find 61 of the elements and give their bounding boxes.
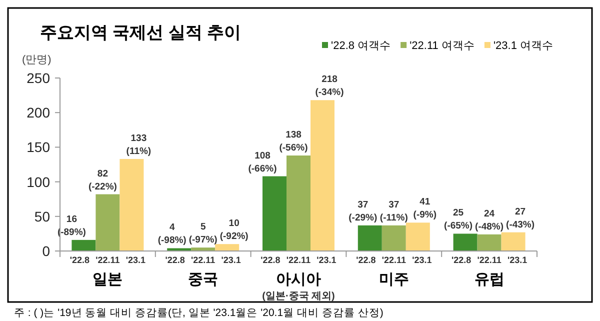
legend-label: '22.11 여객수 [410,40,474,52]
bar [96,194,120,251]
data-label: 41 (-9%) [413,196,437,221]
text: '23.1 [412,255,432,265]
legend-label: '22.8 여객수 [331,40,391,52]
data-label: 5 (-97%) [188,222,218,246]
text: '23.1 [316,255,336,265]
bar [262,176,286,251]
text: '23.1 [126,255,146,265]
text: '22.11 [191,255,216,265]
bar [477,234,502,251]
bar [286,156,310,251]
data-label: 25 (-65%) [444,208,473,232]
x-tick-label: 미주 [378,271,409,288]
chart-title: 주요지역 국제선 실적 추이 [40,23,242,42]
data-label: 16 (-89%) [57,214,86,238]
data-label: 218 (-34%) [315,74,344,98]
data-label: 27 (-43%) [506,206,535,230]
data-label: 24 (-48%) [475,208,504,232]
text: '22.8 [70,255,90,265]
x-tick-label: 유럽 [474,271,504,288]
text: 주 : ( )는 '19년 동월 대비 증감률(단, 일본 '23.1월은 '20.1월 대비 증감률 산정) [14,307,384,319]
data-label: 37 (-11%) [380,199,408,224]
text: '22.11 [96,255,120,265]
bar [72,240,96,251]
bar [167,248,192,251]
data-label: 82 (-22%) [88,168,117,192]
y-tick-label: 50 [34,208,50,224]
bar [215,244,240,251]
data-label: 133 (11%) [126,132,152,157]
text: '23.1 [221,255,241,265]
text: '23.1 [507,255,528,265]
bar [120,158,144,251]
text: '22.11 [382,255,406,265]
text: '22.11 [286,255,311,265]
text: '22.8 [165,255,185,265]
bar [406,222,430,251]
data-label: 4 (-98%) [158,222,186,246]
bar [382,225,406,251]
bar [501,232,526,251]
text: '22.8 [260,255,280,265]
text: '22.8 [451,255,472,265]
data-label: 138 (-56%) [279,130,308,154]
text: '22.11 [477,255,502,265]
bar [453,234,478,251]
y-axis-title: (만명) [22,54,52,66]
bar [358,225,382,251]
legend-label: '23.1 여객수 [493,40,554,52]
y-tick-label: 200 [26,104,50,121]
data-label: 108 (-66%) [248,150,277,174]
y-tick-label: 0 [42,243,50,259]
data-label: 10 (-92%) [220,218,248,242]
y-tick-label: 150 [26,139,50,156]
y-tick-label: 250 [26,70,50,86]
x-tick-label: 일본 [92,271,123,288]
x-tick-label: 아시아 (일본·중국 제외) [262,271,335,302]
bar [310,100,334,251]
y-tick-label: 100 [26,174,50,190]
x-tick-label: 중국 [188,271,218,288]
text: '22.8 [356,255,376,265]
data-label: 37 (-29%) [348,199,378,224]
